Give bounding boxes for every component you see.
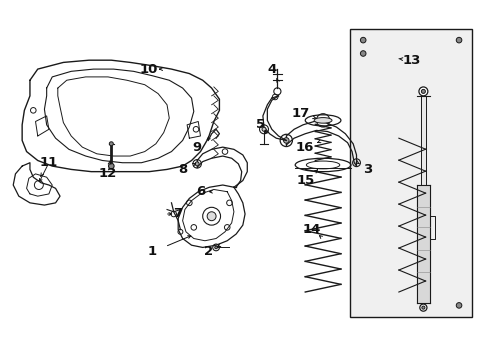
Circle shape [455, 37, 461, 43]
Polygon shape [58, 77, 169, 156]
Text: 9: 9 [192, 141, 201, 154]
Circle shape [421, 306, 424, 309]
Circle shape [360, 37, 365, 43]
Text: 11: 11 [40, 156, 58, 169]
Circle shape [455, 303, 461, 308]
Text: 10: 10 [140, 63, 158, 76]
Polygon shape [416, 185, 428, 303]
Text: 12: 12 [99, 167, 117, 180]
Circle shape [195, 162, 199, 166]
Text: 17: 17 [291, 107, 309, 120]
Text: 13: 13 [402, 54, 421, 67]
Text: 1: 1 [148, 246, 157, 258]
Text: 4: 4 [266, 63, 276, 76]
Circle shape [418, 87, 427, 96]
Bar [349, 29, 471, 316]
Text: 15: 15 [296, 174, 314, 187]
Circle shape [207, 212, 216, 221]
Text: 16: 16 [295, 141, 314, 154]
Circle shape [419, 304, 426, 311]
Ellipse shape [313, 118, 331, 123]
Text: 6: 6 [196, 185, 204, 198]
Circle shape [283, 138, 288, 143]
Text: 3: 3 [362, 163, 371, 176]
Circle shape [360, 51, 365, 56]
Circle shape [109, 142, 113, 146]
Bar [349, 29, 471, 316]
Circle shape [214, 246, 217, 249]
Text: 5: 5 [256, 118, 264, 131]
Polygon shape [420, 96, 425, 185]
Text: 14: 14 [302, 223, 321, 236]
Circle shape [262, 127, 265, 131]
Text: 8: 8 [178, 163, 187, 176]
Text: 7: 7 [173, 207, 183, 220]
Text: 2: 2 [203, 246, 212, 258]
Circle shape [108, 163, 114, 169]
Circle shape [421, 89, 425, 93]
